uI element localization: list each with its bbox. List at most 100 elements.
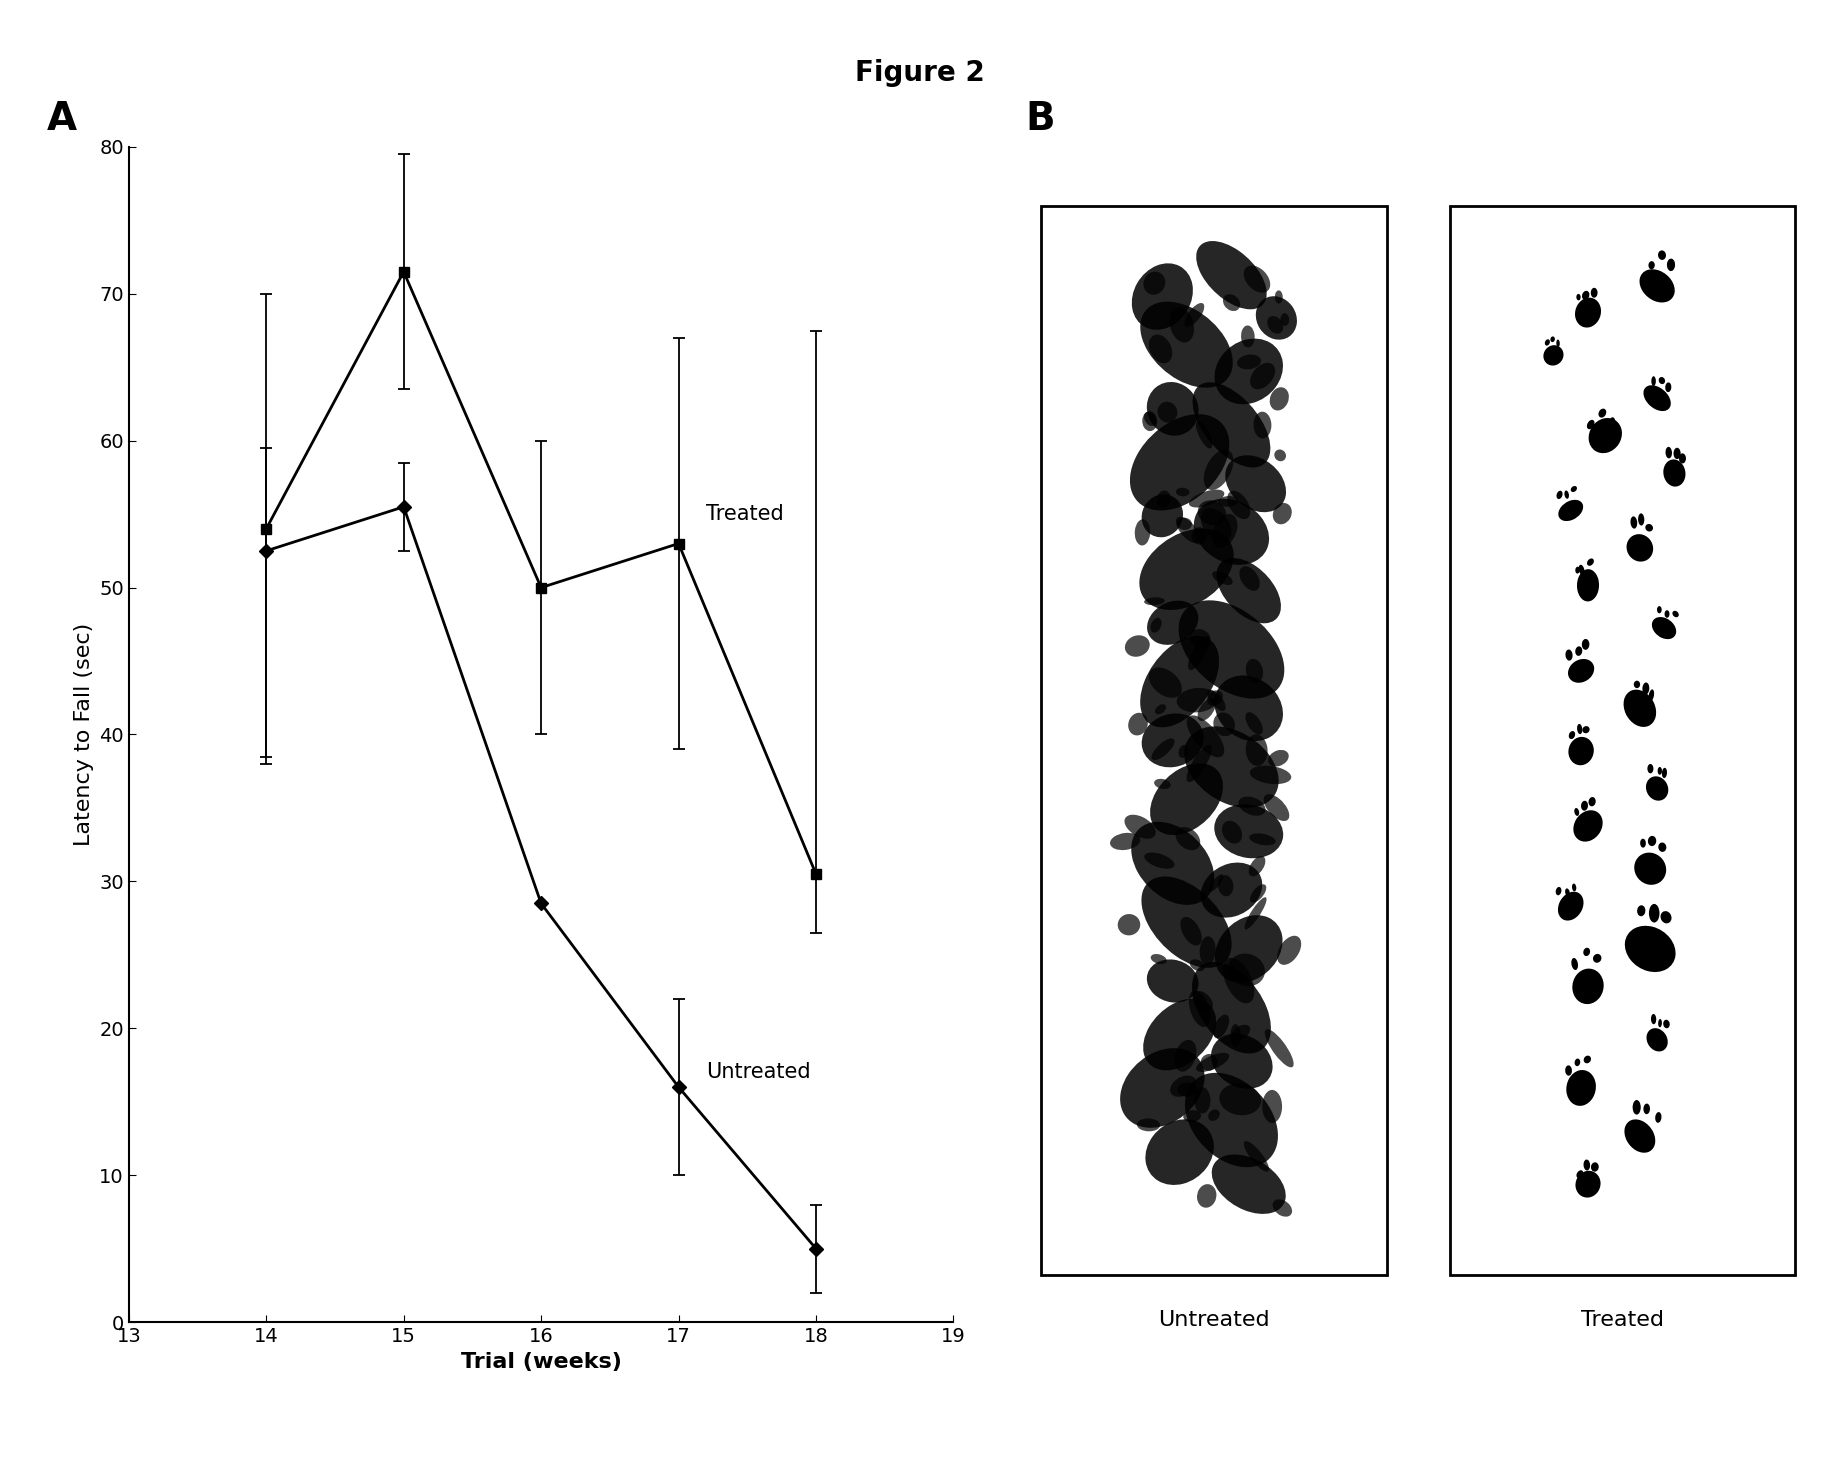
Ellipse shape xyxy=(1567,660,1593,683)
Ellipse shape xyxy=(1195,241,1265,310)
Ellipse shape xyxy=(1554,887,1561,895)
Ellipse shape xyxy=(1208,874,1223,892)
Ellipse shape xyxy=(1639,269,1673,303)
Ellipse shape xyxy=(1273,502,1291,524)
Ellipse shape xyxy=(1657,767,1661,774)
Ellipse shape xyxy=(1170,1075,1195,1097)
Ellipse shape xyxy=(1626,535,1651,561)
Ellipse shape xyxy=(1192,962,1271,1053)
Ellipse shape xyxy=(1657,607,1661,614)
Ellipse shape xyxy=(1138,529,1232,610)
Ellipse shape xyxy=(1184,726,1278,808)
Ellipse shape xyxy=(1153,779,1170,789)
Ellipse shape xyxy=(1661,768,1666,779)
Ellipse shape xyxy=(1583,1056,1591,1064)
Ellipse shape xyxy=(1565,649,1572,661)
Ellipse shape xyxy=(1109,833,1140,851)
Ellipse shape xyxy=(1572,811,1602,842)
Ellipse shape xyxy=(1127,712,1148,736)
Ellipse shape xyxy=(1186,745,1210,782)
Ellipse shape xyxy=(1214,804,1282,858)
Ellipse shape xyxy=(1543,345,1563,366)
Ellipse shape xyxy=(1574,1059,1580,1066)
Ellipse shape xyxy=(1188,990,1210,1027)
Ellipse shape xyxy=(1571,958,1578,970)
Ellipse shape xyxy=(1195,1053,1228,1072)
Ellipse shape xyxy=(1188,489,1223,507)
Ellipse shape xyxy=(1192,992,1212,1011)
Ellipse shape xyxy=(1140,714,1203,767)
Ellipse shape xyxy=(1142,272,1164,295)
Ellipse shape xyxy=(1574,1171,1600,1197)
Ellipse shape xyxy=(1212,1155,1285,1213)
Ellipse shape xyxy=(1572,968,1604,1005)
Ellipse shape xyxy=(1263,1030,1293,1068)
Ellipse shape xyxy=(1648,836,1655,846)
Ellipse shape xyxy=(1631,1100,1640,1115)
Ellipse shape xyxy=(1201,862,1262,918)
Ellipse shape xyxy=(1144,598,1164,605)
Text: Untreated: Untreated xyxy=(1159,1310,1269,1331)
Ellipse shape xyxy=(1633,680,1639,687)
Ellipse shape xyxy=(1243,898,1265,930)
Ellipse shape xyxy=(1545,339,1548,345)
Ellipse shape xyxy=(1243,266,1269,292)
Ellipse shape xyxy=(1574,298,1600,328)
Ellipse shape xyxy=(1672,611,1677,617)
Ellipse shape xyxy=(1157,401,1177,423)
Ellipse shape xyxy=(1214,676,1282,742)
Ellipse shape xyxy=(1192,382,1269,467)
Ellipse shape xyxy=(1146,959,1197,1002)
Ellipse shape xyxy=(1280,313,1289,326)
Ellipse shape xyxy=(1276,936,1300,965)
Ellipse shape xyxy=(1177,517,1192,530)
Ellipse shape xyxy=(1648,689,1653,701)
Ellipse shape xyxy=(1646,776,1668,801)
Ellipse shape xyxy=(1181,917,1201,946)
Text: Treated: Treated xyxy=(706,504,783,524)
Ellipse shape xyxy=(1664,610,1668,618)
Ellipse shape xyxy=(1583,1159,1589,1171)
Ellipse shape xyxy=(1624,925,1675,972)
Ellipse shape xyxy=(1199,1053,1217,1071)
Ellipse shape xyxy=(1221,821,1241,843)
Ellipse shape xyxy=(1624,1119,1655,1153)
Ellipse shape xyxy=(1170,307,1194,342)
Ellipse shape xyxy=(1629,516,1637,529)
Ellipse shape xyxy=(1655,1112,1661,1122)
Ellipse shape xyxy=(1179,745,1188,758)
Ellipse shape xyxy=(1212,1015,1228,1039)
Ellipse shape xyxy=(1182,1111,1201,1122)
Ellipse shape xyxy=(1576,569,1598,601)
Ellipse shape xyxy=(1646,764,1653,773)
Ellipse shape xyxy=(1212,514,1238,548)
Ellipse shape xyxy=(1197,501,1225,526)
Ellipse shape xyxy=(1576,724,1582,734)
Ellipse shape xyxy=(1135,519,1149,545)
Ellipse shape xyxy=(1556,491,1561,499)
Ellipse shape xyxy=(1124,815,1155,839)
Ellipse shape xyxy=(1664,447,1672,458)
Ellipse shape xyxy=(1243,1141,1269,1172)
Ellipse shape xyxy=(1249,856,1265,877)
Ellipse shape xyxy=(1587,798,1594,806)
Ellipse shape xyxy=(1662,1019,1668,1028)
Ellipse shape xyxy=(1129,414,1228,511)
Ellipse shape xyxy=(1571,883,1576,892)
Ellipse shape xyxy=(1565,889,1569,896)
Ellipse shape xyxy=(1195,420,1212,448)
Ellipse shape xyxy=(1673,448,1679,460)
Ellipse shape xyxy=(1582,726,1589,733)
Ellipse shape xyxy=(1192,527,1206,545)
Ellipse shape xyxy=(1585,420,1594,429)
Ellipse shape xyxy=(1657,1019,1661,1027)
Ellipse shape xyxy=(1223,294,1239,311)
Ellipse shape xyxy=(1238,796,1265,815)
Ellipse shape xyxy=(1131,821,1214,905)
Ellipse shape xyxy=(1227,491,1251,519)
X-axis label: Trial (weeks): Trial (weeks) xyxy=(460,1351,622,1372)
Ellipse shape xyxy=(1274,291,1282,304)
Ellipse shape xyxy=(1149,953,1166,964)
Ellipse shape xyxy=(1556,339,1559,347)
Ellipse shape xyxy=(1591,288,1596,298)
